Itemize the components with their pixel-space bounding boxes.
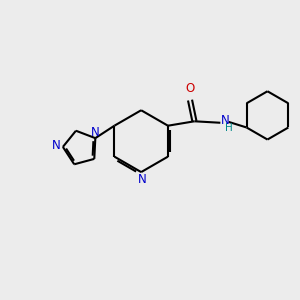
Text: N: N	[52, 139, 61, 152]
Text: N: N	[91, 126, 100, 139]
Text: N: N	[221, 115, 230, 128]
Text: H: H	[225, 123, 233, 133]
Text: O: O	[185, 82, 195, 95]
Text: N: N	[137, 173, 146, 186]
